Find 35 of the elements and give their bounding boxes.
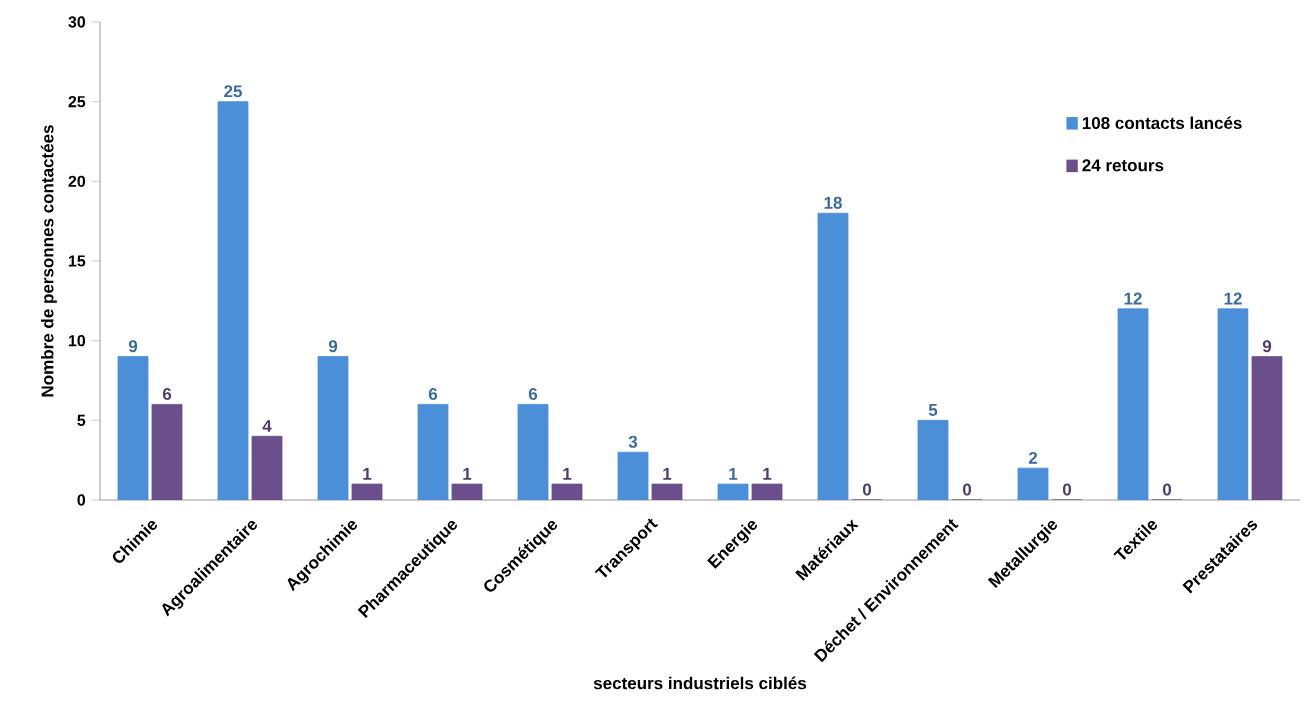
data-label: 9 <box>1262 340 1272 353</box>
data-label: 0 <box>1062 483 1072 496</box>
data-label: 5 <box>928 404 938 416</box>
data-label: 25 <box>224 85 242 98</box>
data-label: 6 <box>428 387 438 400</box>
data-label: 9 <box>328 340 338 353</box>
y-tick-label: 20 <box>68 175 86 187</box>
y-tick-label: 25 <box>68 96 86 108</box>
data-label: 0 <box>962 483 972 496</box>
y-tick-label: 10 <box>68 335 86 347</box>
data-label: 6 <box>528 387 538 400</box>
data-label: 1 <box>729 467 738 480</box>
legend-label: 108 contacts lancés <box>1082 116 1242 130</box>
x-axis-title: secteurs industriels ciblés <box>593 676 807 690</box>
y-tick-label: 30 <box>68 16 86 28</box>
y-tick-label: 5 <box>77 414 86 426</box>
data-label: 0 <box>862 483 872 496</box>
data-label: 18 <box>824 196 842 209</box>
data-label: 3 <box>628 435 638 448</box>
data-label: 12 <box>1224 292 1242 305</box>
data-label: 1 <box>663 467 672 480</box>
y-axis-title: Nombre de personnes contactées <box>40 125 57 397</box>
data-label: 4 <box>262 420 272 432</box>
data-label: 1 <box>563 467 572 480</box>
legend-label: 24 retours <box>1082 159 1164 172</box>
y-tick-label: 0 <box>77 494 86 506</box>
data-label: 6 <box>162 387 172 400</box>
data-label: 1 <box>363 467 372 480</box>
data-label: 2 <box>1028 451 1038 464</box>
y-tick-label: 15 <box>68 255 86 267</box>
data-label: 12 <box>1124 292 1142 305</box>
data-label: 1 <box>763 467 772 480</box>
data-label: 0 <box>1162 483 1172 496</box>
data-label: 9 <box>128 340 138 353</box>
data-label: 1 <box>463 467 472 480</box>
